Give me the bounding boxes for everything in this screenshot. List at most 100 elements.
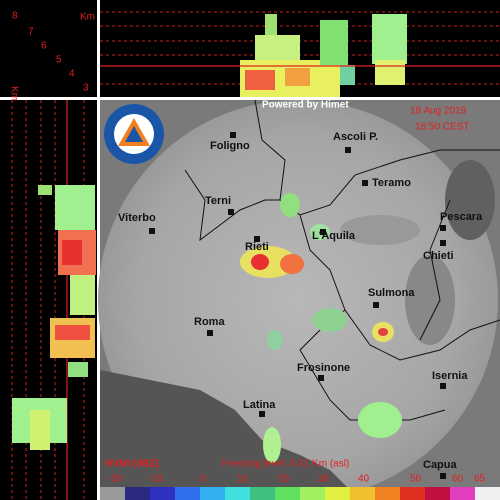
date: 18 Aug 2019 xyxy=(410,106,467,117)
scale-swatch xyxy=(150,487,176,500)
logo-triangle xyxy=(125,126,143,142)
city-label: Sulmona xyxy=(368,287,415,299)
echo xyxy=(70,275,95,315)
city-label: Viterbo xyxy=(118,212,156,224)
scale-swatch xyxy=(400,487,426,500)
mountain xyxy=(340,215,420,245)
city-marker xyxy=(373,302,379,308)
echo xyxy=(55,325,90,340)
border xyxy=(299,309,446,421)
scale-swatch xyxy=(175,487,201,500)
echo xyxy=(62,240,82,265)
echo xyxy=(280,193,300,217)
city-marker xyxy=(149,228,155,234)
echo xyxy=(320,20,348,65)
legend-tick: -30 xyxy=(108,474,123,485)
echo xyxy=(378,328,388,336)
echo xyxy=(372,14,407,64)
left-cross-section xyxy=(11,100,96,500)
height-label: 7 xyxy=(28,27,34,38)
scale-swatch xyxy=(250,487,276,500)
city-label: L'Aquila xyxy=(312,230,356,242)
city-label: Terni xyxy=(205,195,231,207)
map: Foligno Ascoli P. Teramo Terni Viterbo P… xyxy=(98,100,500,500)
legend-ticks: -30 -10 0 10 20 30 40 50 60 65 xyxy=(108,474,486,485)
scale-swatch xyxy=(300,487,326,500)
scale-swatch xyxy=(350,487,376,500)
city-label: Foligno xyxy=(210,140,250,152)
city-marker xyxy=(440,225,446,231)
height-label: 3 xyxy=(83,83,89,94)
echo xyxy=(30,410,50,450)
city-marker xyxy=(440,473,446,479)
height-unit: Km xyxy=(8,86,19,101)
legend-tick: -10 xyxy=(148,474,163,485)
separator xyxy=(0,97,500,100)
scale-swatch xyxy=(325,487,351,500)
city-marker xyxy=(259,411,265,417)
height-unit: Km xyxy=(80,12,95,23)
echo xyxy=(251,254,269,270)
city-marker xyxy=(230,132,236,138)
scale-swatch xyxy=(100,487,126,500)
legend-tick: 40 xyxy=(358,474,370,485)
scale-swatch xyxy=(475,487,500,500)
height-labels: 8 7 6 5 4 3 Km Km xyxy=(8,11,95,101)
city-marker xyxy=(362,180,368,186)
city-marker xyxy=(345,147,351,153)
legend-tick: 30 xyxy=(318,474,330,485)
echo xyxy=(263,427,281,463)
city-label: Isernia xyxy=(432,370,468,382)
echo xyxy=(312,308,348,332)
legend-tick: 10 xyxy=(237,474,249,485)
legend-tick: 50 xyxy=(410,474,422,485)
scale-swatch xyxy=(275,487,301,500)
echo xyxy=(358,402,402,438)
echo xyxy=(375,60,405,85)
scale-swatch xyxy=(200,487,226,500)
height-label: 4 xyxy=(69,69,75,80)
freezing-level: Freezing level: 4.51 Km (asl) xyxy=(222,459,349,470)
top-cross-section xyxy=(100,11,500,97)
city-marker xyxy=(440,383,446,389)
mountain xyxy=(405,255,455,345)
city-label: Frosinone xyxy=(297,362,350,374)
height-label: 6 xyxy=(41,41,47,52)
scale-swatch xyxy=(225,487,251,500)
echo xyxy=(340,65,355,85)
echo xyxy=(245,70,275,90)
border xyxy=(299,214,500,361)
echo xyxy=(68,362,88,377)
separator xyxy=(97,0,100,500)
city-label: Latina xyxy=(243,399,276,411)
legend-tick: 65 xyxy=(474,474,486,485)
echo xyxy=(280,254,304,274)
credit: Powered by Himet xyxy=(262,100,349,111)
logo xyxy=(104,104,164,164)
city-marker xyxy=(440,240,446,246)
legend-tick: 20 xyxy=(278,474,290,485)
echo xyxy=(267,330,283,350)
city-label: Capua xyxy=(423,459,458,471)
city-label: Pescara xyxy=(440,211,483,223)
scale-swatch xyxy=(375,487,401,500)
time: 16:50 CEST xyxy=(415,122,469,133)
echo xyxy=(38,185,52,195)
height-label: 5 xyxy=(56,55,62,66)
city-marker xyxy=(207,330,213,336)
scale-swatch xyxy=(450,487,476,500)
mountain xyxy=(445,160,495,240)
legend-tick: 60 xyxy=(452,474,464,485)
height-label: 8 xyxy=(12,11,18,22)
city-label: Rieti xyxy=(245,241,269,253)
city-label: Teramo xyxy=(372,177,411,189)
echo xyxy=(55,185,95,230)
scale-swatch xyxy=(425,487,451,500)
color-scale xyxy=(100,487,500,500)
city-marker xyxy=(228,209,234,215)
sea xyxy=(100,370,360,500)
legend-tick: 0 xyxy=(200,474,206,485)
city-label: Chieti xyxy=(423,250,454,262)
city-marker xyxy=(254,236,260,242)
